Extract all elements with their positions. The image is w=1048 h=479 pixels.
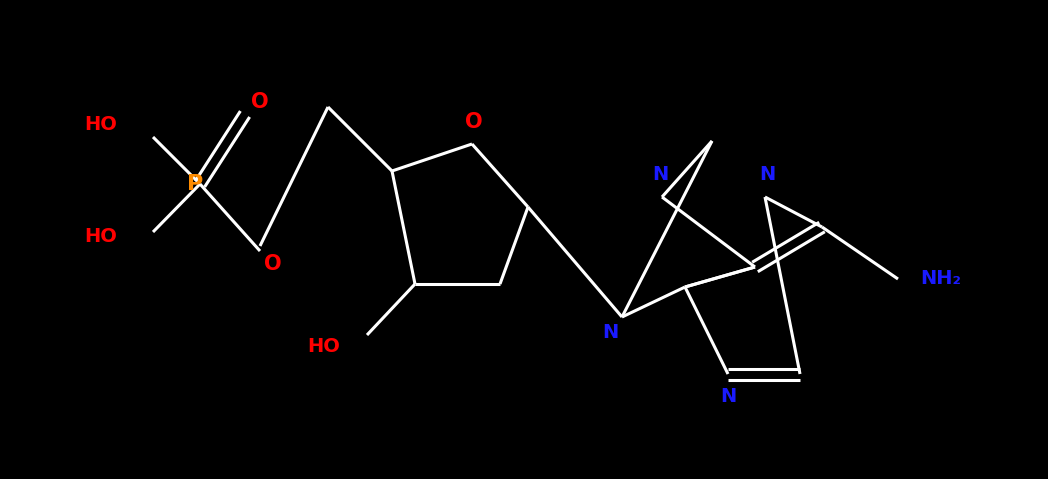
Text: O: O — [264, 254, 282, 274]
Text: HO: HO — [84, 114, 117, 134]
Text: O: O — [252, 92, 269, 112]
Text: N: N — [652, 166, 669, 184]
Text: HO: HO — [84, 228, 117, 247]
Text: HO: HO — [307, 338, 340, 356]
Text: N: N — [759, 166, 776, 184]
Text: O: O — [465, 112, 483, 132]
Text: N: N — [602, 322, 618, 342]
Text: NH₂: NH₂ — [920, 270, 961, 288]
Text: N: N — [720, 387, 736, 406]
Text: P: P — [187, 174, 203, 194]
